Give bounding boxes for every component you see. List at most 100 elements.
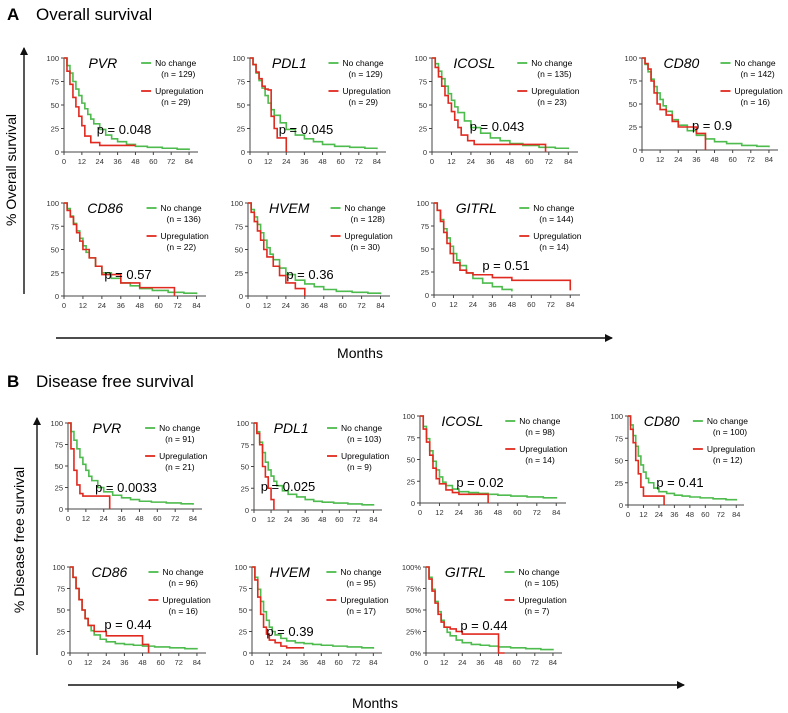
legend-upregulation-n: (n = 23) [537, 97, 567, 107]
legend-upregulation: Upregulation [707, 444, 755, 454]
panel-b-letter: B [7, 372, 19, 391]
legend-upregulation-n: (n = 16) [168, 606, 198, 616]
x-tick-label: 36 [300, 157, 308, 166]
legend-no-change: No change [340, 567, 381, 577]
x-tick-label: 36 [117, 514, 125, 523]
panel-a-ylabel: % Overall survival [3, 114, 19, 226]
y-tick-label: 0 [241, 148, 245, 157]
y-tick-label: 75 [237, 78, 245, 87]
x-tick-label: 12 [449, 300, 457, 309]
x-tick-label: 0 [62, 301, 66, 310]
x-tick-label: 12 [639, 510, 647, 519]
x-tick-label: 36 [670, 510, 678, 519]
y-tick-label: 50 [407, 456, 415, 465]
y-tick-label: 25 [239, 628, 247, 637]
x-tick-label: 0 [252, 515, 256, 524]
curve-upregulation [254, 422, 275, 510]
curve-upregulation [248, 202, 306, 296]
y-tick-label: 0 [411, 499, 415, 508]
plot-title: HVEM [269, 564, 310, 580]
y-tick-label: 0 [59, 505, 63, 514]
x-tick-label: 60 [156, 658, 164, 667]
curve-no-change [68, 422, 194, 505]
x-tick-label: 36 [476, 658, 484, 667]
p-value: p = 0.44 [104, 617, 151, 632]
p-value: p = 0.9 [692, 118, 732, 133]
y-tick-label: 25 [407, 477, 415, 486]
x-tick-label: 0 [432, 300, 436, 309]
x-tick-label: 36 [300, 658, 308, 667]
x-tick-label: 36 [117, 301, 125, 310]
y-tick-label: 75 [615, 434, 623, 443]
y-tick-label: 75 [241, 441, 249, 450]
curve-no-change [434, 202, 513, 292]
curve-no-change [250, 57, 378, 150]
x-tick-label: 84 [369, 658, 377, 667]
curve-upregulation [64, 57, 136, 147]
y-tick-label: 75% [406, 585, 421, 594]
x-tick-label: 60 [334, 658, 342, 667]
x-tick-label: 24 [455, 508, 463, 517]
legend-no-change: No change [519, 416, 560, 426]
p-value: p = 0.0033 [95, 480, 157, 495]
x-tick-label: 60 [335, 515, 343, 524]
legend-upregulation: Upregulation [531, 86, 579, 96]
legend-upregulation: Upregulation [161, 231, 209, 241]
legend-upregulation: Upregulation [518, 595, 566, 605]
x-tick-label: 60 [153, 514, 161, 523]
x-tick-label: 84 [566, 300, 574, 309]
x-tick-label: 12 [267, 515, 275, 524]
x-tick-label: 60 [512, 658, 520, 667]
x-tick-label: 48 [136, 301, 144, 310]
legend-upregulation: Upregulation [519, 444, 567, 454]
x-tick-label: 72 [545, 157, 553, 166]
legend-upregulation: Upregulation [340, 595, 388, 605]
y-tick-label: 100 [46, 199, 59, 208]
x-tick-label: 0 [640, 155, 644, 164]
x-tick-label: 12 [265, 658, 273, 667]
y-tick-label: 50 [615, 457, 623, 466]
x-tick-label: 84 [376, 301, 384, 310]
curve-upregulation [434, 202, 572, 291]
curve-upregulation [628, 415, 665, 505]
plot-title: PDL1 [274, 420, 309, 436]
legend-upregulation: Upregulation [734, 86, 782, 96]
y-tick-label: 0 [423, 148, 427, 157]
x-tick-label: 24 [102, 658, 110, 667]
legend-upregulation-n: (n = 30) [351, 242, 381, 252]
y-tick-label: 50 [51, 246, 59, 255]
p-value: p = 0.51 [482, 258, 529, 273]
legend-no-change: No change [707, 416, 748, 426]
legend-upregulation: Upregulation [162, 595, 210, 605]
plot-title: CD80 [644, 413, 680, 429]
p-value: p = 0.025 [261, 479, 316, 494]
panel-b-ylabel: % Disease free survival [11, 467, 27, 613]
legend-no-change: No change [341, 423, 382, 433]
p-value: p = 0.57 [104, 267, 151, 282]
plot-title: PVR [88, 55, 117, 71]
y-tick-label: 0 [243, 649, 247, 658]
p-value: p = 0.045 [279, 122, 334, 137]
x-tick-label: 84 [549, 658, 557, 667]
y-tick-label: 100 [46, 54, 59, 63]
y-tick-label: 0 [61, 649, 65, 658]
x-tick-label: 72 [533, 508, 541, 517]
legend-upregulation: Upregulation [341, 451, 389, 461]
x-tick-label: 60 [338, 301, 346, 310]
x-tick-label: 48 [494, 658, 502, 667]
x-tick-label: 24 [655, 510, 663, 519]
y-tick-label: 50 [55, 462, 63, 471]
legend-upregulation-n: (n = 12) [713, 455, 743, 465]
x-tick-label: 36 [488, 300, 496, 309]
y-tick-label: 100% [402, 563, 422, 572]
x-tick-label: 36 [692, 155, 700, 164]
legend-no-change-n: (n = 129) [348, 69, 382, 79]
y-tick-label: 0% [410, 649, 421, 658]
x-tick-label: 12 [447, 157, 455, 166]
